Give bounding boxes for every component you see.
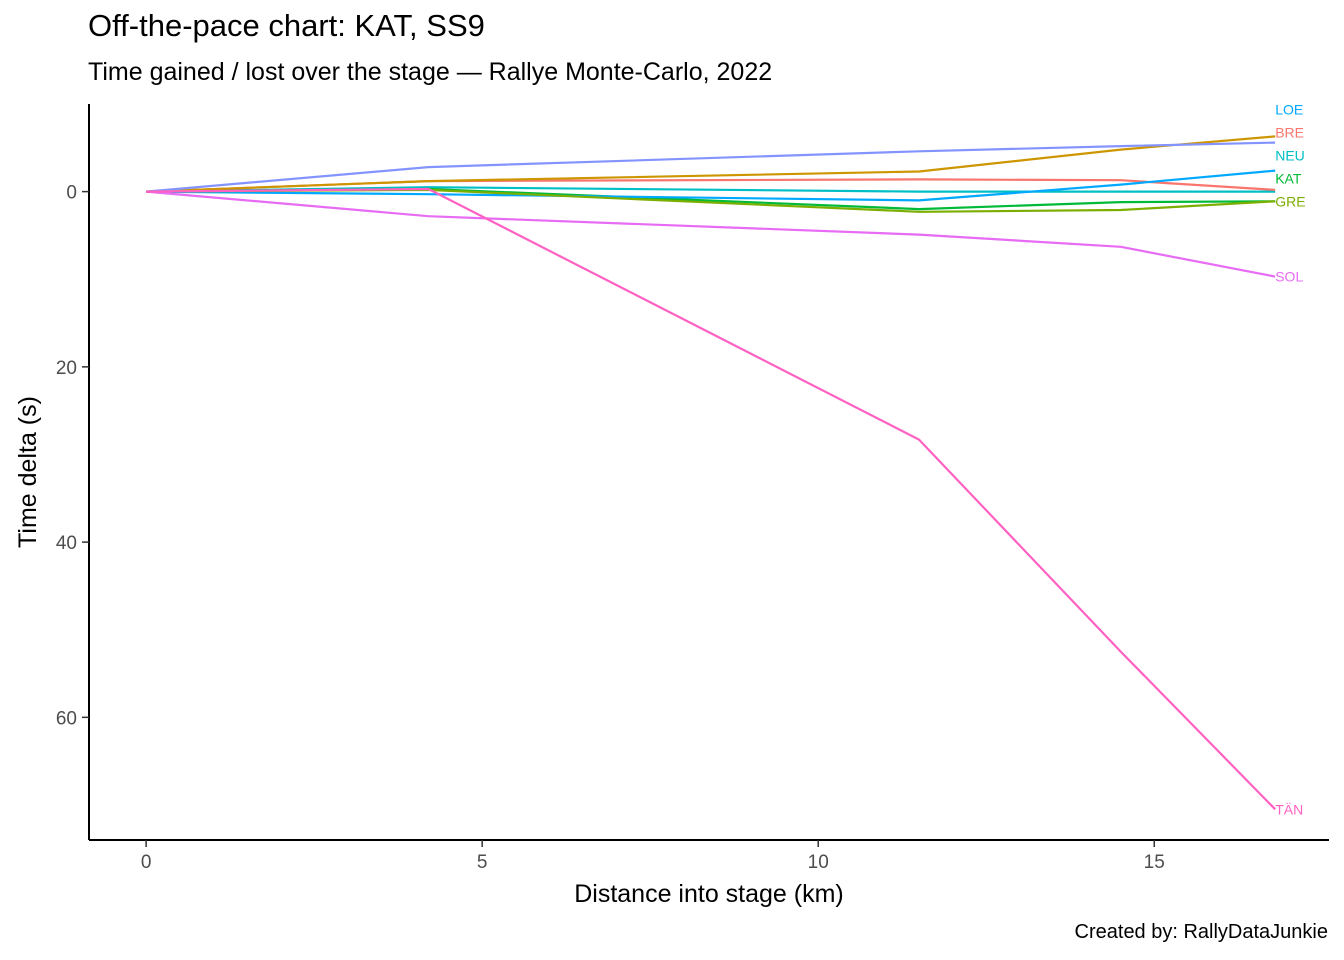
end-label-kat: KAT xyxy=(1275,170,1302,186)
x-tick-label-0: 0 xyxy=(141,852,152,873)
y-tick-label-0: 0 xyxy=(66,183,77,204)
series-lines xyxy=(146,135,1276,811)
y-tick-label-60: 60 xyxy=(56,708,77,729)
x-axis-title: Distance into stage (km) xyxy=(574,880,844,908)
x-tick-label-5: 5 xyxy=(477,852,488,873)
x-tick-label-15: 15 xyxy=(1144,852,1165,873)
chart-caption: Created by: RallyDataJunkie xyxy=(1074,921,1328,943)
y-tick-label-20: 20 xyxy=(56,358,77,379)
chart-subtitle: Time gained / lost over the stage — Rall… xyxy=(88,58,773,86)
chart-title: Off-the-pace chart: KAT, SS9 xyxy=(88,8,485,43)
series-line-tän xyxy=(146,187,1276,811)
series-line-unlabeled-5 xyxy=(146,135,1276,193)
series-end-labels: LOE BRE NEU KAT GRE SOL TÄN xyxy=(1275,101,1305,817)
end-label-bre: BRE xyxy=(1275,124,1304,140)
x-tick-label-10: 10 xyxy=(808,852,829,873)
end-label-loe: LOE xyxy=(1275,101,1303,117)
series-line-sol xyxy=(146,190,1276,278)
end-label-sol: SOL xyxy=(1275,269,1303,285)
series-line-unlabeled-6 xyxy=(146,141,1276,193)
series-line-loe xyxy=(146,169,1276,202)
y-tick-label-40: 40 xyxy=(56,533,77,554)
end-label-gre: GRE xyxy=(1275,193,1305,209)
axes: 0 5 10 15 0 20 40 60 xyxy=(56,104,1329,873)
end-label-tän: TÄN xyxy=(1275,801,1303,817)
y-axis-title: Time delta (s) xyxy=(14,396,42,548)
end-label-neu: NEU xyxy=(1275,147,1305,163)
